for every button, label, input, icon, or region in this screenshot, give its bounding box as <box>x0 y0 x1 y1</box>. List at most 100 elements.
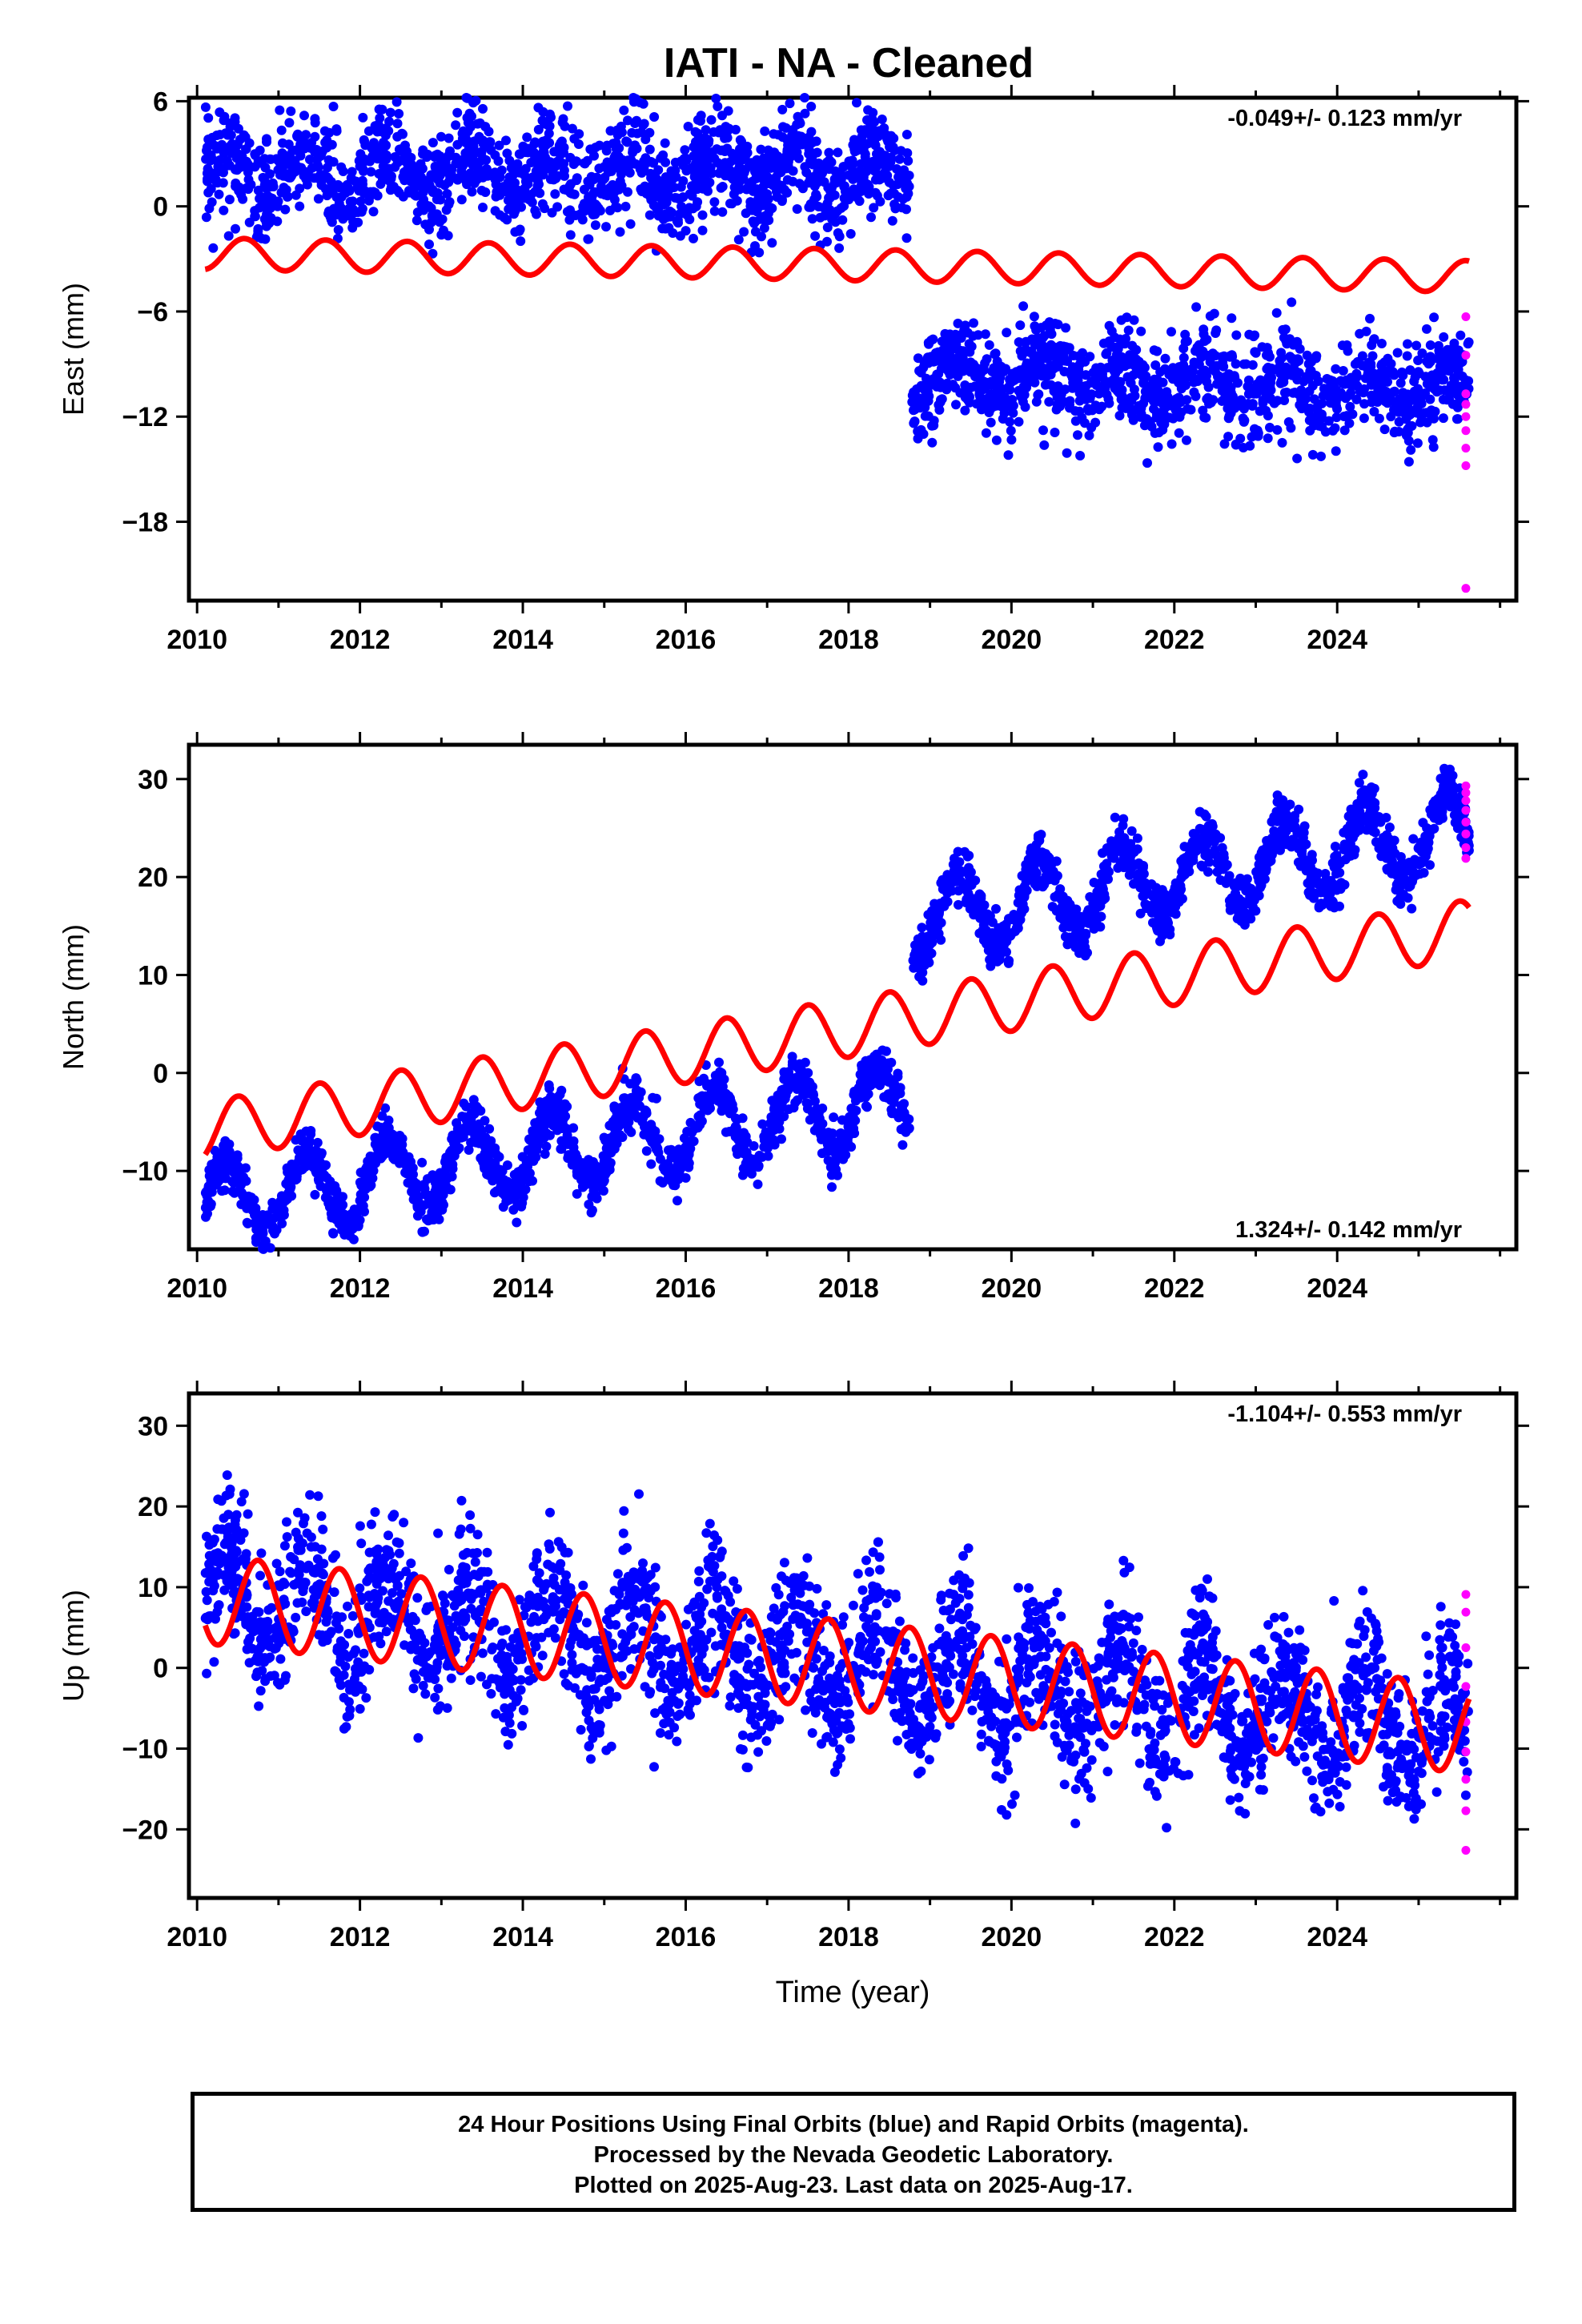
final-orbit-point <box>980 329 990 340</box>
chart-title: IATI - NA - Cleaned <box>664 40 1034 86</box>
final-orbit-point <box>345 211 355 221</box>
final-orbit-point <box>328 1228 338 1238</box>
final-orbit-point <box>868 156 878 167</box>
final-orbit-point <box>284 159 295 170</box>
final-orbit-point <box>1365 313 1375 324</box>
final-orbit-point <box>1406 444 1416 455</box>
final-orbit-point <box>1422 356 1432 367</box>
final-orbit-point <box>1374 413 1384 424</box>
final-orbit-point <box>833 147 843 158</box>
final-orbit-point <box>792 204 802 214</box>
final-orbit-point <box>640 181 650 191</box>
final-orbit-point <box>658 199 669 210</box>
final-orbit-point <box>1101 349 1111 360</box>
final-orbit-point <box>251 1233 261 1244</box>
final-orbit-point <box>1377 359 1387 369</box>
final-orbit-point <box>1415 417 1426 428</box>
final-orbit-point <box>800 93 809 103</box>
final-orbit-point <box>909 418 919 428</box>
final-orbit-point <box>1104 398 1114 408</box>
final-orbit-point <box>703 135 713 145</box>
final-orbit-point <box>832 206 842 216</box>
final-orbit-point <box>812 191 822 202</box>
final-orbit-point <box>1407 903 1417 914</box>
final-orbit-point <box>613 151 624 162</box>
final-orbit-point <box>322 1182 332 1192</box>
final-orbit-point <box>512 1217 522 1228</box>
final-orbit-point <box>1389 386 1399 396</box>
final-orbit-point <box>367 1163 377 1173</box>
final-orbit-point <box>244 217 255 227</box>
final-orbit-point <box>1142 387 1152 397</box>
final-orbit-point <box>685 215 695 224</box>
final-orbit-point <box>877 115 887 124</box>
final-orbit-point <box>914 366 925 376</box>
final-orbit-point <box>435 178 445 188</box>
final-orbit-point <box>1223 413 1234 424</box>
final-orbit-point <box>559 165 569 175</box>
final-orbit-point <box>1388 396 1399 407</box>
final-orbit-point <box>275 105 285 115</box>
final-orbit-point <box>422 200 432 211</box>
final-orbit-point <box>1415 394 1426 404</box>
final-orbit-point <box>1456 330 1466 340</box>
final-orbit-point <box>1452 414 1463 424</box>
final-orbit-point <box>1033 390 1043 400</box>
final-orbit-point <box>260 234 271 244</box>
final-orbit-point <box>589 187 600 197</box>
final-orbit-point <box>428 184 438 195</box>
final-orbit-point <box>464 108 475 119</box>
final-orbit-point <box>848 166 858 176</box>
final-orbit-point <box>1117 352 1126 362</box>
final-orbit-point <box>955 388 966 398</box>
final-orbit-point <box>331 124 342 135</box>
final-orbit-point <box>1277 437 1287 448</box>
final-orbit-point <box>243 175 254 185</box>
final-orbit-point <box>356 1180 367 1191</box>
final-orbit-point <box>478 203 488 212</box>
final-orbit-point <box>1073 430 1082 440</box>
final-orbit-point <box>268 182 279 191</box>
final-orbit-point <box>1044 363 1054 372</box>
final-orbit-point <box>551 161 561 171</box>
final-orbit-point <box>901 233 912 243</box>
final-orbit-point <box>374 169 384 179</box>
final-orbit-point <box>1030 371 1041 381</box>
final-orbit-point <box>866 212 876 223</box>
final-orbit-point <box>662 1168 673 1178</box>
final-orbit-point <box>300 1145 311 1156</box>
final-orbit-point <box>540 203 550 214</box>
final-orbit-point <box>1116 315 1126 325</box>
final-orbit-point <box>1239 416 1250 425</box>
final-orbit-point <box>709 153 720 163</box>
final-orbit-point <box>920 411 930 421</box>
final-orbit-point <box>367 143 377 154</box>
final-orbit-point <box>836 1128 846 1138</box>
final-orbit-point <box>609 1101 620 1112</box>
final-orbit-point <box>309 173 319 183</box>
rapid-orbit-point <box>1461 444 1471 453</box>
final-orbit-point <box>1121 403 1131 413</box>
final-orbit-point <box>515 188 525 199</box>
final-orbit-point <box>1412 438 1423 448</box>
final-orbit-point <box>483 1149 493 1160</box>
final-orbit-point <box>261 221 271 231</box>
final-orbit-point <box>410 1187 420 1197</box>
final-orbit-point <box>964 339 974 349</box>
final-orbit-point <box>839 201 849 211</box>
final-orbit-point <box>632 1075 642 1085</box>
final-orbit-point <box>504 172 515 183</box>
final-orbit-point <box>444 197 455 207</box>
rapid-orbit-point <box>1461 584 1471 593</box>
final-orbit-point <box>717 207 728 217</box>
final-orbit-point <box>236 190 247 200</box>
final-orbit-point <box>904 181 914 191</box>
final-orbit-point <box>1359 413 1369 424</box>
final-orbit-point <box>703 186 713 196</box>
final-orbit-point <box>338 214 348 224</box>
final-orbit-point <box>533 103 544 113</box>
final-orbit-point <box>603 184 612 195</box>
final-orbit-point <box>623 115 632 126</box>
final-orbit-point <box>1301 393 1311 404</box>
final-orbit-point <box>211 1157 221 1168</box>
